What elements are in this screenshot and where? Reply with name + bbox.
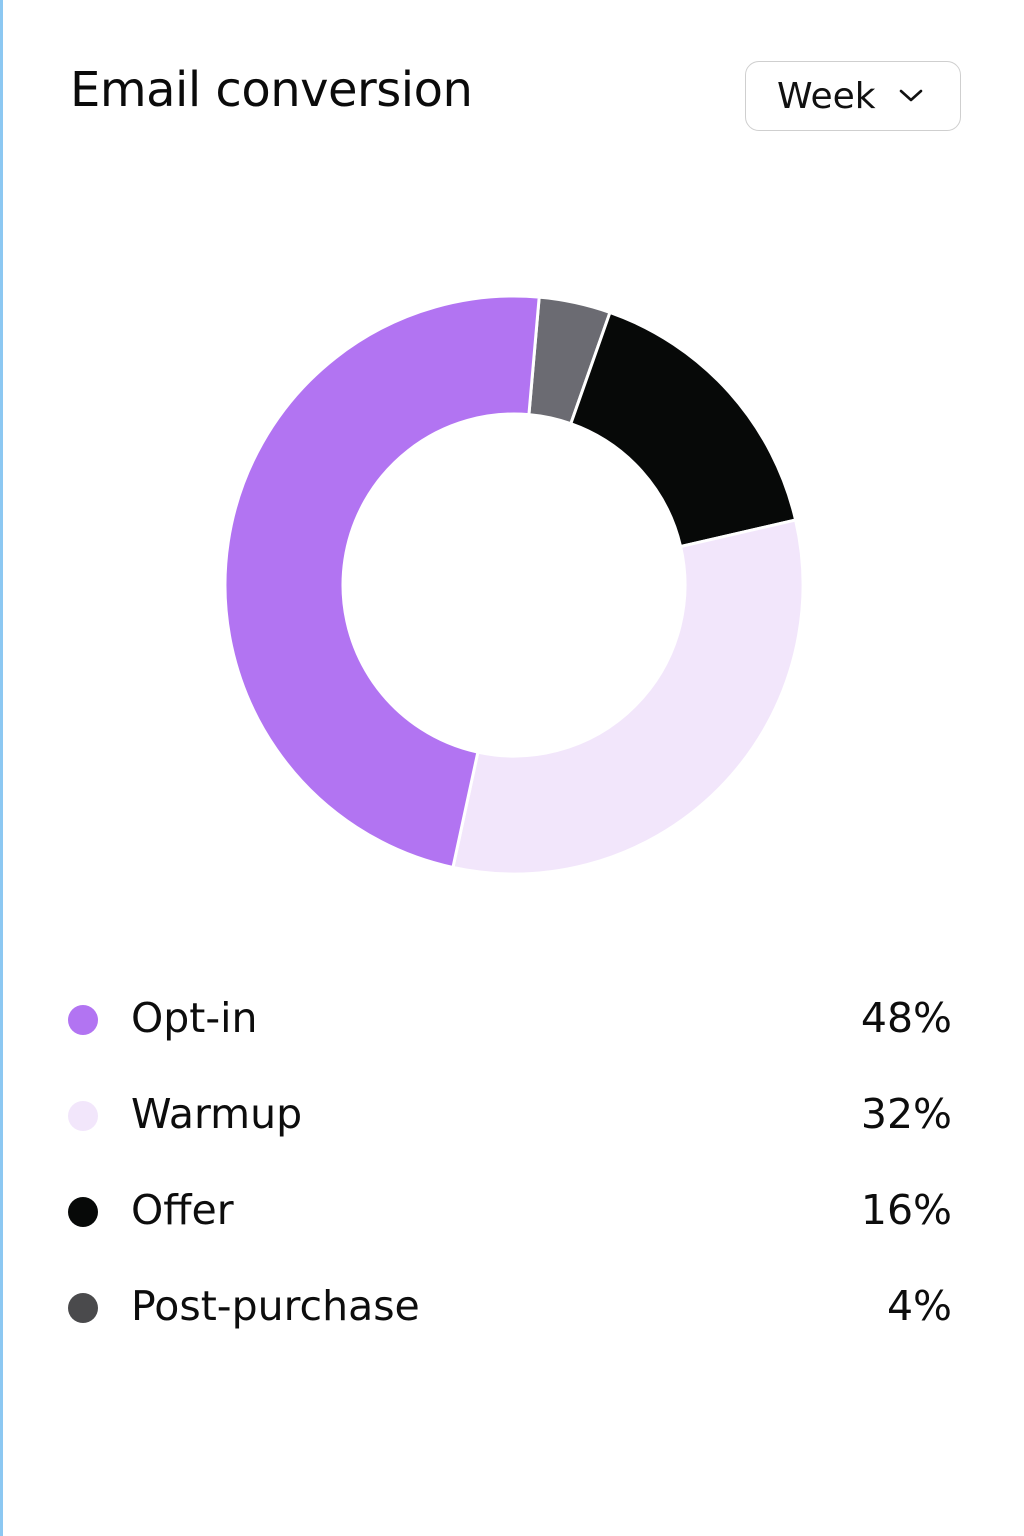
donut-slice-opt-in xyxy=(223,294,541,870)
legend-swatch-post-purchase xyxy=(68,1293,98,1323)
period-select-value: Week xyxy=(777,75,876,117)
legend-value-warmup: 32% xyxy=(860,1090,952,1138)
legend-swatch-offer xyxy=(68,1197,98,1227)
donut-slice-warmup xyxy=(451,518,805,876)
legend-item-warmup: Warmup 32% xyxy=(3,1086,1024,1146)
period-select[interactable]: Week xyxy=(745,61,961,131)
email-conversion-card: Email conversion Week Opt-in 48% Warmup … xyxy=(3,0,1024,1536)
legend-value-post-purchase: 4% xyxy=(886,1282,952,1330)
legend-label-opt-in: Opt-in xyxy=(131,994,258,1042)
chevron-down-icon xyxy=(898,88,924,104)
legend-value-offer: 16% xyxy=(860,1186,952,1234)
legend-label-post-purchase: Post-purchase xyxy=(131,1282,420,1330)
legend-swatch-warmup xyxy=(68,1101,98,1131)
card-title: Email conversion xyxy=(70,62,473,118)
legend-item-post-purchase: Post-purchase 4% xyxy=(3,1278,1024,1338)
donut-chart-svg xyxy=(223,294,805,876)
legend-item-offer: Offer 16% xyxy=(3,1182,1024,1242)
legend-item-opt-in: Opt-in 48% xyxy=(3,990,1024,1050)
legend-label-offer: Offer xyxy=(131,1186,234,1234)
legend-value-opt-in: 48% xyxy=(860,994,952,1042)
legend-label-warmup: Warmup xyxy=(131,1090,303,1138)
donut-chart xyxy=(3,260,1024,920)
legend-swatch-opt-in xyxy=(68,1005,98,1035)
donut-slice-offer xyxy=(568,310,798,549)
window-edge xyxy=(0,0,3,1536)
